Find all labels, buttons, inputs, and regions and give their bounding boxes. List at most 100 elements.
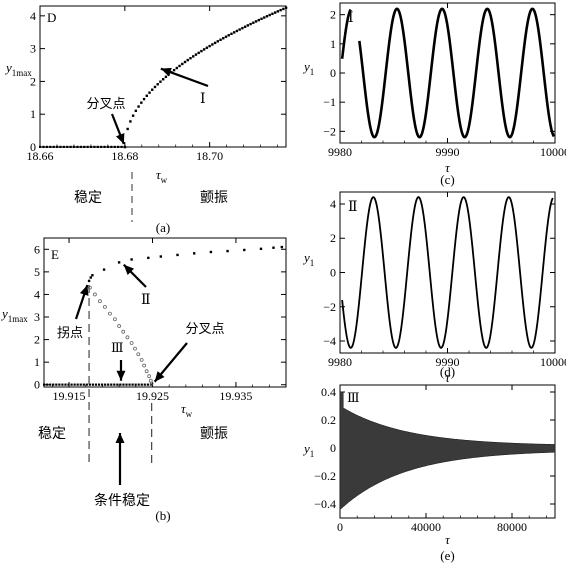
data-point [232, 31, 236, 34]
data-point [100, 145, 103, 148]
data-point [134, 109, 138, 113]
annotation-bifurcation: 分叉点 [185, 322, 224, 337]
data-point [197, 51, 200, 55]
data-point [86, 145, 89, 148]
data-point [97, 383, 101, 386]
data-point [91, 383, 95, 386]
data-point [85, 383, 88, 386]
data-point [94, 383, 98, 386]
y-axis-label: y1 [302, 250, 314, 268]
x-tick-label: 9980 [328, 355, 352, 369]
data-point [69, 145, 72, 148]
region-label-stable: 稳定 [74, 190, 102, 206]
x-tick-label: 18.68 [111, 149, 138, 163]
data-point [276, 10, 280, 13]
data-point [140, 101, 143, 104]
data-point [49, 145, 52, 148]
data-point [55, 383, 58, 386]
panel-c: 9980 9990 10000 2 1 0 −1 −2 Ⅰy1 τ(c) [302, 2, 566, 187]
data-point [43, 383, 46, 386]
data-point [52, 145, 55, 148]
data-point [116, 383, 119, 386]
y-axis-label: y1 [302, 59, 314, 77]
data-point [280, 245, 284, 249]
data-point [88, 383, 91, 386]
data-point [117, 261, 121, 264]
oscillation-envelope [339, 391, 556, 511]
x-axis-label: τ [445, 370, 451, 385]
caption: (e) [440, 548, 454, 563]
unstable-point [136, 352, 141, 357]
data-point [39, 145, 42, 148]
data-point [145, 94, 148, 97]
data-point [159, 255, 163, 258]
data-point [83, 145, 86, 148]
unstable-point [142, 363, 147, 368]
data-point [52, 383, 55, 386]
caption: (d) [440, 364, 455, 379]
unstable-point [113, 317, 117, 322]
data-point [76, 383, 79, 386]
data-point [137, 383, 140, 386]
annotation-arrow-head [79, 285, 89, 296]
data-point [193, 252, 196, 255]
data-point [129, 120, 132, 123]
data-point [79, 145, 82, 148]
y-tick-label: 0 [330, 266, 336, 280]
y-tick-label: 4 [34, 287, 40, 301]
data-point [46, 383, 49, 386]
annotation-III: Ⅲ [111, 340, 124, 355]
panel-label: Ⅲ [347, 390, 360, 405]
data-point [126, 127, 129, 131]
x-tick-label: 10000 [540, 145, 566, 159]
region-label-chatter: 颤振 [200, 426, 228, 442]
data-point [183, 60, 187, 64]
data-point [205, 46, 209, 49]
data-point [216, 40, 220, 43]
data-point [181, 62, 184, 66]
data-point [110, 383, 113, 386]
data-point [222, 37, 225, 40]
x-tick-label: 9980 [328, 145, 352, 159]
data-point [243, 25, 247, 28]
x-tick-label: 40000 [411, 520, 441, 534]
data-point [62, 145, 65, 148]
unstable-point [147, 374, 152, 379]
data-point [59, 145, 62, 148]
data-point [189, 57, 192, 60]
data-point [125, 383, 128, 386]
data-point [249, 22, 252, 26]
unstable-point [133, 346, 137, 351]
annotation-arrow-head [115, 433, 125, 443]
unstable-point [108, 311, 112, 316]
x-tick-label: 19.935 [219, 389, 252, 403]
data-point [123, 145, 127, 149]
y-tick-label: 4 [330, 197, 336, 211]
data-point [226, 249, 229, 253]
data-point [117, 145, 120, 148]
data-point [200, 49, 203, 53]
y-tick-label: −2 [323, 300, 336, 314]
y-tick-label: 2 [30, 74, 36, 88]
annotation-bifurcation: 分叉点 [86, 97, 125, 112]
plot-frame [39, 5, 287, 148]
data-point [235, 29, 239, 33]
y-tick-label: 3 [30, 42, 36, 56]
data-point [284, 6, 288, 9]
data-point [238, 28, 241, 31]
y-tick-label: 0 [330, 441, 336, 455]
data-point [113, 383, 116, 386]
data-point [113, 145, 116, 148]
data-point [230, 32, 233, 36]
data-point [93, 145, 96, 148]
unstable-point [117, 324, 122, 328]
annotation-arrow-head [154, 371, 165, 382]
data-point [164, 75, 168, 79]
x-axis-label: τw [156, 167, 168, 185]
y-tick-label: 2 [34, 333, 40, 347]
y-tick-label: 0.2 [321, 413, 336, 427]
data-point [175, 66, 179, 70]
